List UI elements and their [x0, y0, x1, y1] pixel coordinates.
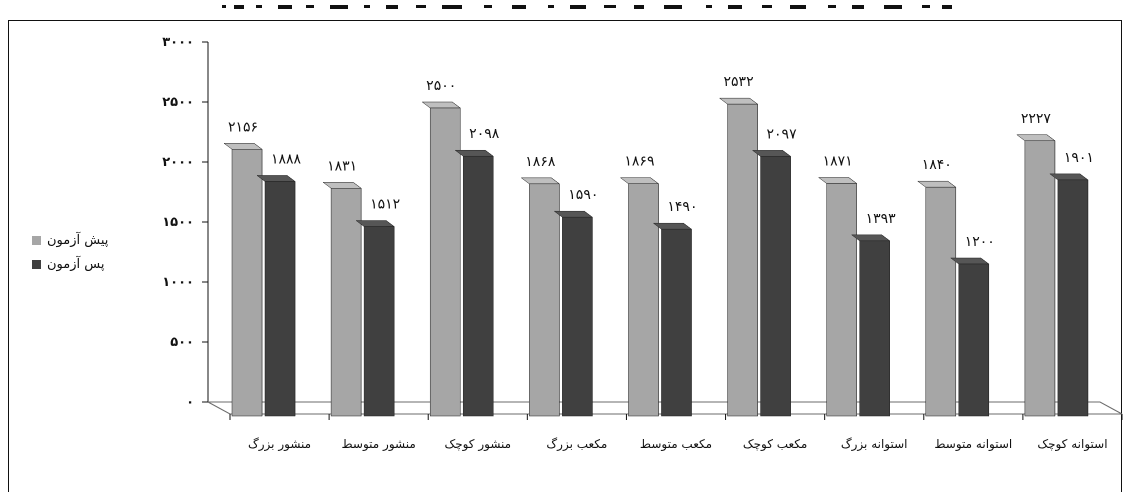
- cropped-title-strip: [220, 0, 960, 10]
- chart-frame: [8, 20, 1122, 492]
- bar-posttest: [760, 156, 791, 417]
- x-category-label: منشور متوسط: [342, 437, 416, 452]
- x-category-label: مکعب متوسط: [640, 437, 712, 452]
- bar-posttest: [859, 240, 890, 417]
- bar-top: [1016, 134, 1056, 142]
- bar-pretest: [529, 183, 560, 417]
- bar-layer: [223, 97, 1089, 417]
- x-category-label: استوانه کوچک: [1037, 437, 1107, 452]
- x-category-label: استوانه بزرگ: [841, 437, 908, 452]
- bar-posttest: [661, 228, 692, 417]
- bar-top: [917, 180, 957, 188]
- data-label-posttest: ۱۵۱۲: [370, 197, 400, 213]
- data-label-posttest: ۲۰۹۷: [767, 126, 798, 142]
- bar-pretest: [429, 107, 461, 417]
- bar-posttest: [264, 181, 296, 417]
- bar-pretest: [826, 183, 857, 417]
- bar-top: [619, 177, 660, 184]
- data-label-posttest: ۱۴۹۰: [667, 199, 697, 215]
- data-label-pretest: ۱۸۶۸: [525, 154, 556, 170]
- data-label-pretest: ۲۵۰۰: [426, 78, 456, 94]
- x-category-label: مکعب کوچک: [743, 437, 808, 452]
- legend-item-posttest: پس آزمون: [32, 252, 108, 276]
- x-category-label: استوانه متوسط: [934, 437, 1012, 452]
- bar-top: [817, 177, 858, 184]
- bar-posttest: [363, 226, 395, 417]
- legend-label-pretest: پیش آزمون: [47, 232, 109, 248]
- bar-top: [950, 257, 990, 265]
- bar-top: [1049, 173, 1089, 181]
- legend-swatch-pretest: [32, 235, 41, 245]
- data-label-pretest: ۱۸۳۱: [327, 158, 357, 174]
- data-label-posttest: ۱۵۹۰: [568, 187, 598, 203]
- bar-top: [355, 220, 395, 227]
- data-label-pretest: ۱۸۴۰: [922, 157, 952, 173]
- bar-pretest: [925, 186, 957, 417]
- y-tick-label: ۲۰۰۰: [162, 155, 194, 170]
- data-label-posttest: ۱۸۸۸: [271, 151, 302, 167]
- data-label-pretest: ۲۱۵۶: [228, 119, 258, 135]
- x-category-label: منشور کوچک: [444, 437, 511, 452]
- legend: پیش آزمون پس آزمون: [32, 228, 108, 276]
- data-label-pretest: ۱۸۶۹: [624, 154, 654, 170]
- bar-posttest: [1057, 179, 1089, 417]
- bar-pretest: [330, 188, 362, 417]
- y-tick-label: ۱۵۰۰: [162, 215, 194, 230]
- bar-top: [520, 177, 561, 185]
- label-layer: ۲۱۵۶ ۱۸۸۸ ۱۸۳۱ ۱۵۱۲ ۲۵۰۰ ۲۰۹۸ ۱۸۶۸ ۱۵۹۰ ۱۸۶۹ ۱۴۹۰…: [228, 74, 1094, 250]
- data-label-pretest: ۲۵۳۲: [724, 74, 754, 90]
- bar-posttest: [462, 155, 494, 417]
- bar-pretest: [727, 103, 758, 417]
- bar-top: [421, 101, 461, 109]
- legend-label-posttest: پس آزمون: [47, 256, 105, 272]
- y-tick-label: ۵۰۰: [170, 335, 194, 350]
- bar-top: [850, 234, 891, 242]
- data-label-pretest: ۲۲۲۷: [1021, 111, 1052, 127]
- data-label-pretest: ۱۸۷۱: [823, 153, 853, 169]
- data-label-posttest: ۱۹۰۱: [1064, 150, 1094, 166]
- legend-item-pretest: پیش آزمون: [32, 228, 108, 252]
- bar-top: [553, 210, 594, 218]
- bar-top: [718, 97, 759, 105]
- bar-posttest: [562, 216, 593, 417]
- y-tick-label: ۲۵۰۰: [162, 95, 194, 110]
- y-tick-label: ۳۰۰۰: [162, 35, 194, 50]
- bar-top: [223, 143, 263, 150]
- data-label-posttest: ۱۲۰۰: [965, 234, 995, 250]
- bar-pretest: [628, 183, 659, 417]
- data-label-posttest: ۱۳۹۳: [866, 211, 897, 227]
- x-category-label: مکعب بزرگ: [546, 437, 607, 452]
- bar-top: [256, 175, 296, 182]
- legend-swatch-posttest: [32, 259, 41, 269]
- bar-top: [751, 150, 792, 157]
- bar-pretest: [231, 149, 263, 417]
- bar-posttest: [958, 263, 990, 417]
- cropped-title-glyphs: [222, 5, 952, 9]
- y-tick-label: ۰: [186, 395, 194, 410]
- bar-top: [652, 222, 693, 230]
- y-tick-label: ۱۰۰۰: [162, 275, 194, 290]
- data-label-posttest: ۲۰۹۸: [469, 126, 500, 142]
- bar-top: [454, 149, 494, 157]
- bar-pretest: [1024, 140, 1056, 417]
- bar-top: [322, 182, 362, 189]
- x-category-label: منشور بزرگ: [248, 437, 311, 452]
